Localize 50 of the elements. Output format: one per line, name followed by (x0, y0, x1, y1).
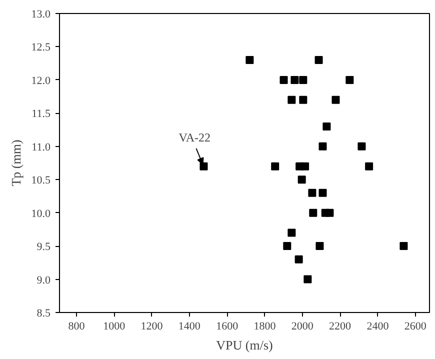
point (283, 242, 292, 250)
point (299, 76, 308, 84)
x-tick-label: 800 (68, 320, 86, 332)
x-tick-label: 2600 (404, 320, 427, 332)
point (271, 162, 280, 170)
x-tick-label: 2000 (291, 320, 314, 332)
x-tick-label: 1400 (178, 320, 201, 332)
y-tick-label: 12.0 (31, 74, 51, 87)
point (308, 188, 316, 197)
annotation: VA-22 (178, 130, 211, 144)
y-tick-label: 12.5 (31, 42, 51, 54)
point (322, 122, 331, 130)
y-tick-label: 10.5 (31, 174, 51, 187)
point (316, 242, 324, 250)
x-tick-label: 1200 (140, 320, 164, 332)
point (314, 56, 323, 64)
x-tick-label: 2200 (329, 320, 352, 332)
x-tick-label: 1000 (103, 320, 126, 332)
x-tick-label: 2400 (366, 320, 390, 332)
y-tick-label: 10.0 (31, 208, 51, 220)
y-tick-label: 9.5 (36, 241, 51, 254)
point (346, 76, 354, 84)
point (288, 228, 296, 237)
point (318, 142, 327, 150)
point (400, 242, 408, 250)
x-tick-label: 1600 (216, 320, 239, 332)
point (299, 96, 308, 104)
point (301, 162, 310, 170)
point (318, 188, 327, 197)
point (365, 162, 374, 170)
point (288, 96, 296, 104)
point (304, 275, 312, 284)
point (298, 176, 306, 184)
point (358, 142, 366, 150)
y-axis-title: Tp (mm) (8, 140, 24, 186)
point (290, 76, 299, 84)
y-tick-label: 13.0 (31, 8, 51, 20)
x-tick-label: 1800 (254, 320, 276, 332)
point (280, 76, 288, 84)
point (332, 96, 340, 104)
point (294, 255, 303, 264)
y-tick-label: 11.0 (32, 141, 51, 154)
y-tick-label: 8.5 (36, 308, 51, 320)
y-tick-label: 11.5 (32, 108, 51, 120)
point (246, 56, 254, 64)
point (200, 162, 208, 170)
point (326, 208, 334, 217)
y-tick-label: 9.0 (36, 274, 51, 286)
point (309, 208, 318, 217)
x-axis-title: VPU (m/s) (216, 338, 273, 352)
